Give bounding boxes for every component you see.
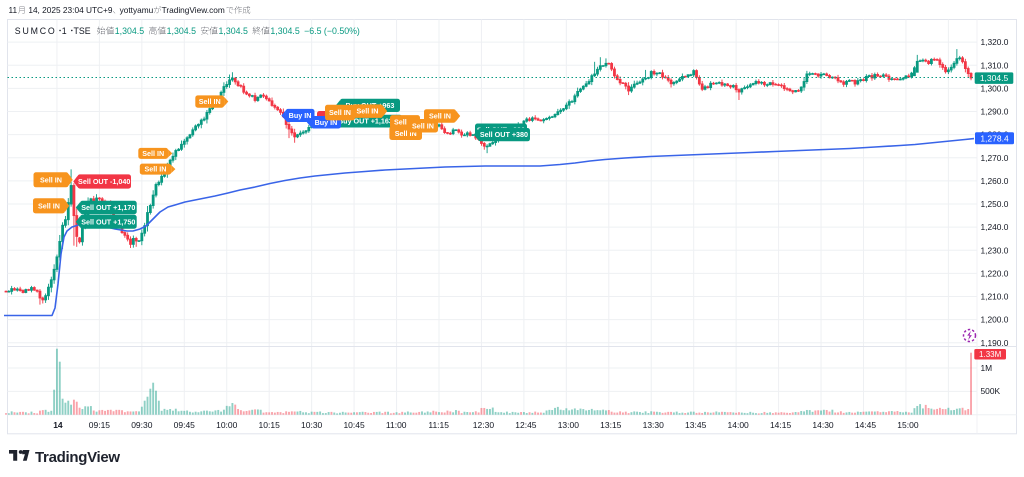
svg-text:Sell IN: Sell IN [329, 108, 351, 117]
svg-text:13:15: 13:15 [600, 420, 622, 430]
svg-text:1,270.0: 1,270.0 [981, 153, 1009, 163]
svg-text:09:15: 09:15 [89, 420, 111, 430]
svg-text:TradingView: TradingView [35, 449, 120, 466]
svg-text:11:00: 11:00 [386, 420, 407, 430]
svg-text:1,278.4: 1,278.4 [980, 133, 1009, 143]
svg-text:Sell IN: Sell IN [412, 121, 434, 130]
svg-text:500K: 500K [981, 386, 1001, 396]
svg-text:09:30: 09:30 [131, 420, 153, 430]
svg-text:1,190.0: 1,190.0 [981, 338, 1009, 348]
svg-text:yottyamu: yottyamu [120, 5, 154, 15]
svg-text:1,304.5: 1,304.5 [167, 26, 196, 36]
svg-text:Sell OUT +1,750: Sell OUT +1,750 [81, 217, 135, 226]
svg-text:Sell IN: Sell IN [38, 201, 60, 210]
svg-text:1,200.0: 1,200.0 [981, 315, 1009, 325]
svg-text:1,320.0: 1,320.0 [981, 37, 1009, 47]
svg-text:−6.5 (−0.50%): −6.5 (−0.50%) [304, 26, 360, 36]
svg-text:1,304.5: 1,304.5 [270, 26, 299, 36]
svg-text:10:00: 10:00 [216, 420, 238, 430]
svg-text:Sell IN: Sell IN [145, 165, 167, 174]
svg-text:1: 1 [62, 26, 67, 36]
svg-text:Sell IN: Sell IN [395, 129, 417, 138]
svg-text:1,250.0: 1,250.0 [981, 199, 1009, 209]
svg-text:13:00: 13:00 [558, 420, 580, 430]
svg-text:1,304.5: 1,304.5 [115, 26, 144, 36]
svg-text:1,230.0: 1,230.0 [981, 245, 1009, 255]
svg-text:12:30: 12:30 [473, 420, 495, 430]
svg-text:14:00: 14:00 [728, 420, 750, 430]
svg-text:14:45: 14:45 [855, 420, 877, 430]
svg-text:1,240.0: 1,240.0 [981, 222, 1009, 232]
svg-text:Sell OUT -1,040: Sell OUT -1,040 [78, 177, 130, 186]
svg-text:Sell IN: Sell IN [429, 112, 451, 121]
svg-text:Sell OUT +1,170: Sell OUT +1,170 [81, 203, 135, 212]
svg-text:10:30: 10:30 [301, 420, 323, 430]
svg-text:15:00: 15:00 [897, 420, 919, 430]
svg-text:U: U [22, 26, 28, 36]
svg-text:Sell IN: Sell IN [357, 107, 379, 116]
svg-text:1,220.0: 1,220.0 [981, 268, 1009, 278]
svg-text:Sell OUT +380: Sell OUT +380 [480, 130, 528, 139]
svg-text:1,310.0: 1,310.0 [981, 60, 1009, 70]
svg-text:14: 14 [53, 420, 63, 430]
svg-text:S: S [15, 26, 21, 36]
svg-text:Buy IN: Buy IN [289, 111, 312, 120]
svg-text:C: C [40, 26, 47, 36]
svg-text:Sell IN: Sell IN [394, 117, 416, 126]
svg-text:1,304.5: 1,304.5 [219, 26, 248, 36]
svg-text:13:30: 13:30 [643, 420, 665, 430]
svg-text:13:45: 13:45 [685, 420, 707, 430]
svg-text:11: 11 [9, 5, 18, 15]
svg-text:14:30: 14:30 [812, 420, 834, 430]
svg-text:Buy OUT +1,163: Buy OUT +1,163 [338, 117, 393, 126]
svg-text:M: M [31, 26, 38, 36]
svg-text:Sell IN: Sell IN [199, 97, 221, 106]
svg-text:12:45: 12:45 [515, 420, 537, 430]
svg-text:1,260.0: 1,260.0 [981, 176, 1009, 186]
svg-text:TradingView.com: TradingView.com [162, 5, 225, 15]
svg-text:TSE: TSE [74, 26, 91, 36]
svg-text:10:45: 10:45 [343, 420, 365, 430]
svg-text:14:15: 14:15 [770, 420, 792, 430]
svg-text:11:15: 11:15 [428, 420, 449, 430]
svg-text:10:15: 10:15 [259, 420, 281, 430]
svg-text:1,300.0: 1,300.0 [981, 83, 1009, 93]
svg-text:09:45: 09:45 [174, 420, 196, 430]
svg-text:O: O [48, 26, 55, 36]
svg-text:14, 2025 23:04 UTC+9: 14, 2025 23:04 UTC+9 [28, 5, 113, 15]
svg-text:1,210.0: 1,210.0 [981, 292, 1009, 302]
svg-text:1,304.5: 1,304.5 [980, 73, 1009, 83]
svg-text:Sell IN: Sell IN [40, 175, 62, 184]
svg-text:1.33M: 1.33M [979, 350, 1002, 359]
svg-text:Buy IN: Buy IN [315, 118, 338, 127]
svg-text:1M: 1M [981, 363, 993, 373]
svg-text:Sell IN: Sell IN [142, 149, 164, 158]
svg-text:1,290.0: 1,290.0 [981, 107, 1009, 117]
